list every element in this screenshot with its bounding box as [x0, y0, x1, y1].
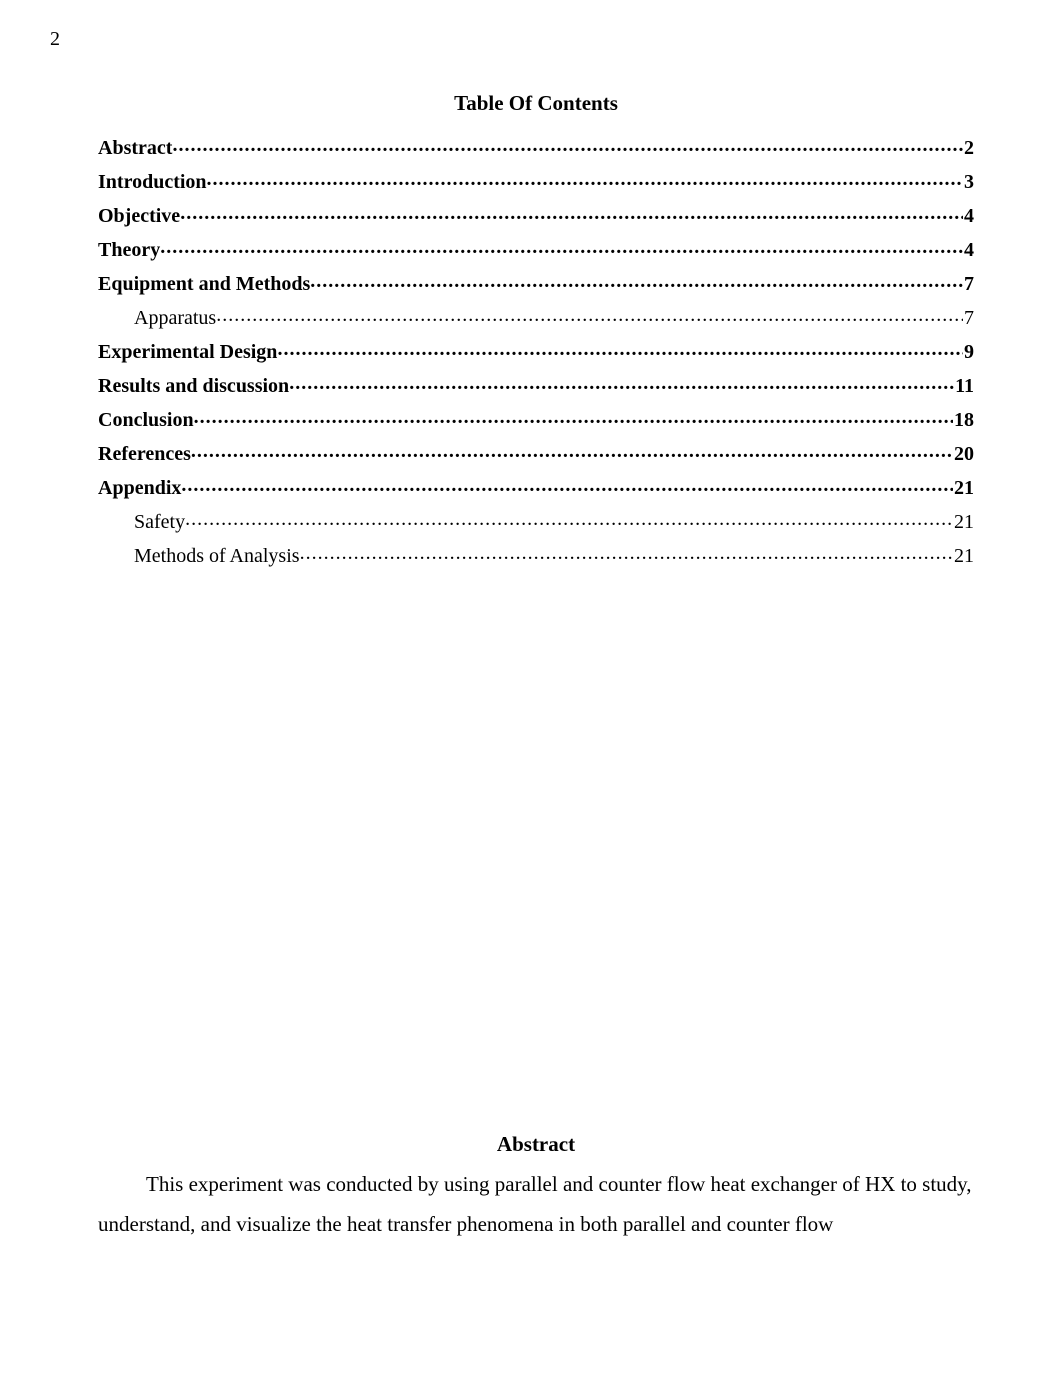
toc-label: Appendix — [98, 473, 181, 504]
toc-page-number: 3 — [963, 167, 974, 198]
toc-row: Safety 21 — [98, 504, 974, 538]
table-of-contents: Abstract 2 Introduction 3 Objective 4 Th… — [98, 130, 974, 572]
toc-row: Equipment and Methods 7 — [98, 266, 974, 300]
page-number: 2 — [50, 28, 974, 51]
toc-label: Safety — [134, 507, 185, 538]
toc-label: Objective — [98, 201, 180, 232]
toc-dots — [300, 538, 953, 562]
toc-label: Theory — [98, 235, 160, 266]
toc-row: Results and discussion 11 — [98, 368, 974, 402]
toc-label: Conclusion — [98, 405, 194, 436]
toc-row: References 20 — [98, 436, 974, 470]
toc-page-number: 2 — [963, 133, 974, 164]
toc-page-number: 18 — [953, 405, 974, 436]
abstract-body: This experiment was conducted by using p… — [98, 1165, 974, 1245]
toc-row: Introduction 3 — [98, 164, 974, 198]
abstract-heading: Abstract — [98, 1132, 974, 1157]
toc-row: Conclusion 18 — [98, 402, 974, 436]
abstract-paragraph: This experiment was conducted by using p… — [98, 1165, 974, 1245]
toc-dots — [181, 470, 953, 494]
toc-dots — [277, 334, 963, 358]
toc-dots — [172, 130, 963, 154]
toc-page-number: 21 — [953, 541, 974, 572]
toc-label: Results and discussion — [98, 371, 289, 402]
toc-page-number: 4 — [963, 235, 974, 266]
toc-dots — [216, 300, 963, 324]
toc-dots — [310, 266, 963, 290]
toc-page-number: 11 — [954, 371, 974, 402]
toc-label: Equipment and Methods — [98, 269, 310, 300]
toc-label: References — [98, 439, 191, 470]
toc-dots — [191, 436, 953, 460]
toc-label: Methods of Analysis — [134, 541, 300, 572]
toc-page-number: 20 — [953, 439, 974, 470]
toc-row: Methods of Analysis 21 — [98, 538, 974, 572]
toc-dots — [207, 164, 963, 188]
toc-label: Experimental Design — [98, 337, 277, 368]
toc-row: Objective 4 — [98, 198, 974, 232]
toc-label: Abstract — [98, 133, 172, 164]
toc-page-number: 4 — [963, 201, 974, 232]
toc-row: Apparatus 7 — [98, 300, 974, 334]
toc-dots — [180, 198, 963, 222]
toc-row: Experimental Design 9 — [98, 334, 974, 368]
toc-dots — [160, 232, 963, 256]
toc-dots — [185, 504, 953, 528]
toc-dots — [289, 368, 954, 392]
toc-page-number: 21 — [953, 473, 974, 504]
toc-title: Table Of Contents — [98, 91, 974, 116]
toc-label: Apparatus — [134, 303, 216, 334]
toc-page-number: 7 — [963, 269, 974, 300]
document-page: 2 Table Of Contents Abstract 2 Introduct… — [0, 0, 1062, 1245]
abstract-section: Abstract This experiment was conducted b… — [98, 1132, 974, 1245]
toc-row: Abstract 2 — [98, 130, 974, 164]
toc-label: Introduction — [98, 167, 207, 198]
toc-page-number: 21 — [953, 507, 974, 538]
toc-page-number: 7 — [963, 303, 974, 334]
toc-page-number: 9 — [963, 337, 974, 368]
toc-dots — [194, 402, 953, 426]
toc-row: Appendix 21 — [98, 470, 974, 504]
toc-row: Theory 4 — [98, 232, 974, 266]
